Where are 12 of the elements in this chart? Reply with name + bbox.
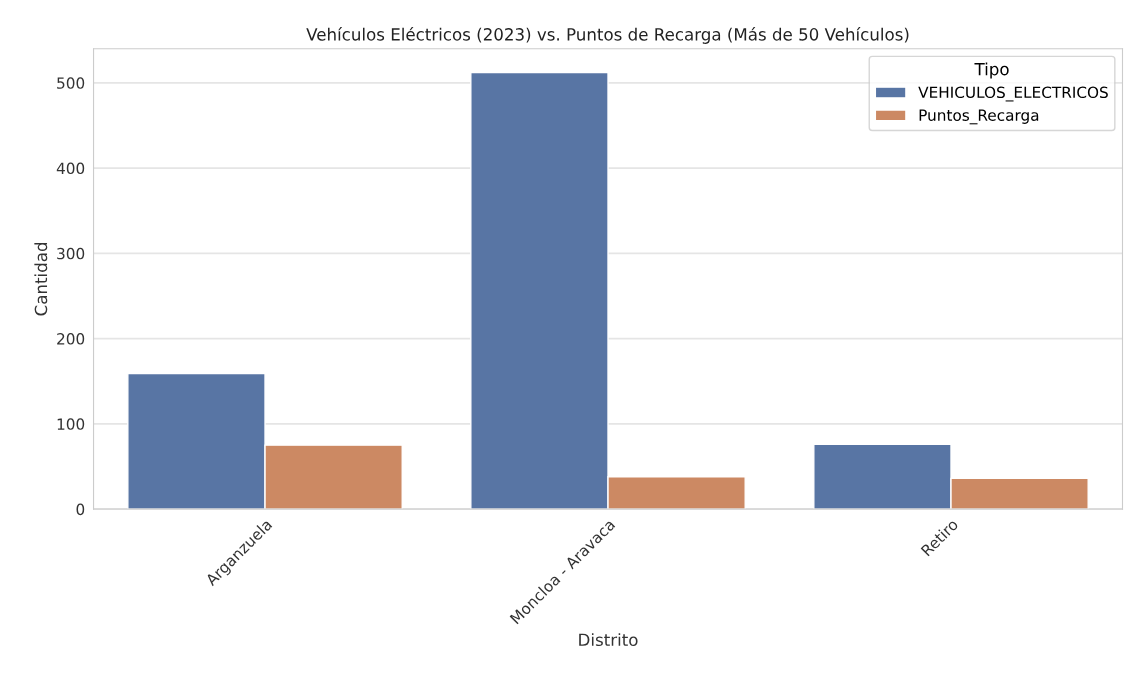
y-tick-label: 200 xyxy=(57,333,85,345)
x-axis-title: Distrito xyxy=(579,633,638,647)
y-tick-label: 400 xyxy=(56,162,85,175)
y-tick-label: 100 xyxy=(57,418,85,430)
legend-title: Tipo xyxy=(974,62,1009,79)
y-tick-label: 500 xyxy=(57,77,85,89)
chart-title: Vehículos Eléctricos (2023) vs. Puntos de Recarga (Más de 50 Vehículos) xyxy=(306,27,909,44)
y-tick-label: 0 xyxy=(76,503,85,516)
legend-label: Puntos_Recarga xyxy=(919,109,1039,125)
y-axis-title: Cantidad xyxy=(34,242,48,316)
y-tick-label: 300 xyxy=(57,247,85,260)
legend-label: VEHICULOS_ELECTRICOS xyxy=(918,86,1108,102)
